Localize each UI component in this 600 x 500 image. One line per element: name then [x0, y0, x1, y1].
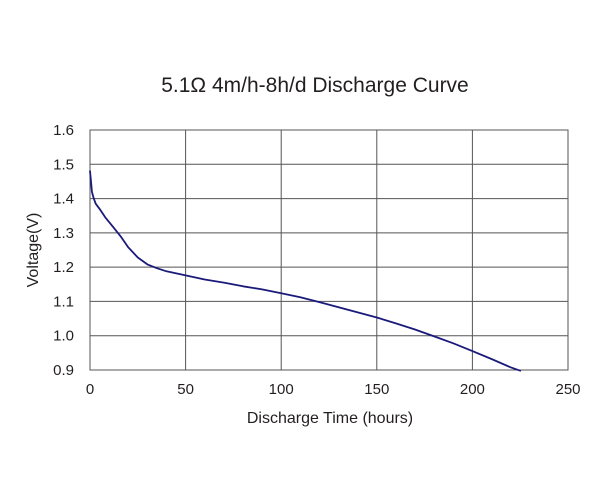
- series-layer: [89, 170, 522, 372]
- y-axis-label: Voltage(V): [25, 213, 42, 288]
- x-tick-label: 0: [86, 381, 94, 398]
- plot-frame: [89, 129, 569, 371]
- y-tick-label: 1.6: [53, 122, 74, 139]
- y-tick-label: 1.3: [53, 225, 74, 242]
- x-tick-label: 50: [177, 381, 194, 398]
- grid-lines: [89, 129, 569, 371]
- x-tick-label: 150: [364, 381, 389, 398]
- y-tick-label: 1.0: [53, 328, 74, 345]
- x-tick-label: 100: [269, 381, 294, 398]
- y-tick-label: 0.9: [53, 362, 74, 379]
- x-axis-label: Discharge Time (hours): [247, 410, 413, 427]
- x-axis-ticks: 0 50 100 150 200 250: [86, 381, 581, 398]
- y-tick-label: 1.1: [53, 293, 74, 310]
- x-tick-label: 250: [555, 381, 580, 398]
- y-tick-label: 1.4: [53, 191, 74, 208]
- y-tick-label: 1.2: [53, 259, 74, 276]
- y-tick-label: 1.5: [53, 156, 74, 173]
- y-axis-ticks: 0.9 1.0 1.1 1.2 1.3 1.4 1.5 1.6: [53, 122, 74, 379]
- x-tick-label: 200: [460, 381, 485, 398]
- discharge-curve-line: [89, 170, 522, 372]
- chart-title: 5.1Ω 4m/h-8h/d Discharge Curve: [161, 74, 469, 97]
